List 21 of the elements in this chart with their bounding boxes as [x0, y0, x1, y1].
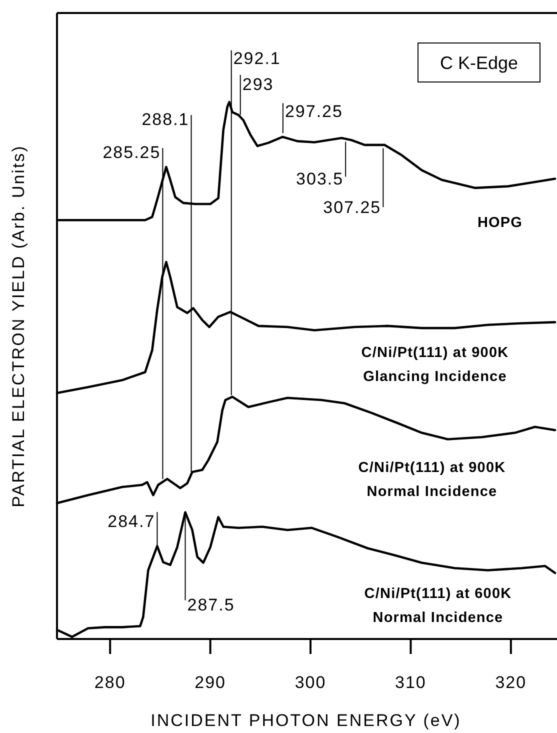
x-tick-label: 310 — [395, 673, 426, 692]
x-tick-label: 280 — [94, 673, 126, 692]
annotation: 303.5 — [296, 170, 344, 189]
chart-title: C K-Edge — [440, 53, 518, 73]
annotation: 292.1 — [233, 49, 281, 68]
series-label: C/Ni/Pt(111) at 900K Normal Incidence — [358, 460, 506, 500]
x-axis-title: INCIDENT PHOTON ENERGY (eV) — [150, 711, 462, 730]
x-tick-label: 290 — [194, 673, 226, 692]
series-label: C/Ni/Pt(111) at 900K Glancing Incidence — [361, 345, 509, 385]
series-label: HOPG — [477, 215, 523, 231]
annotation: 287.5 — [187, 595, 235, 614]
annotation: 288.1 — [142, 110, 190, 129]
x-tick-label: 300 — [294, 673, 326, 692]
series-label: C/Ni/Pt(111) at 600K Normal Incidence — [364, 586, 512, 626]
annotation: 297.25 — [284, 102, 343, 122]
annotation: 293 — [242, 74, 274, 94]
annotation: 307.25 — [323, 198, 382, 218]
y-axis-title: PARTIAL ELECTRON YIELD (Arb. Units) — [9, 144, 28, 508]
x-tick-label: 320 — [495, 673, 527, 692]
annotation: 285.25 — [102, 142, 161, 162]
annotation: 284.7 — [108, 512, 156, 532]
